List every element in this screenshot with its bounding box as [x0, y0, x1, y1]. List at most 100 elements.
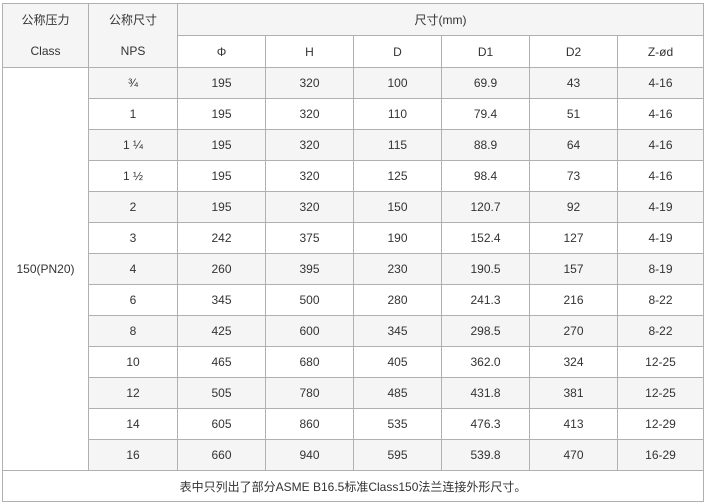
- nps-cell: ¾: [88, 67, 178, 99]
- value-cell: 280: [353, 284, 442, 316]
- value-cell: 115: [353, 129, 442, 161]
- value-cell: 73: [529, 160, 618, 192]
- value-cell: 88.9: [441, 129, 530, 161]
- value-cell: 64: [529, 129, 618, 161]
- value-cell: 190.5: [441, 253, 530, 285]
- table-row: 150(PN20) ¾ 195 320 100 69.9 43 4-16: [2, 67, 705, 471]
- value-cell: 375: [265, 222, 354, 254]
- value-cell: 320: [265, 98, 354, 130]
- value-cell: 98.4: [441, 160, 530, 192]
- header-pressure-en: Class: [30, 43, 61, 58]
- table-row: 3 242 375 190 152.4 127 4-19: [2, 222, 705, 254]
- value-cell: 125: [353, 160, 442, 192]
- value-cell: 320: [265, 67, 354, 99]
- value-cell: 120.7: [441, 191, 530, 223]
- value-cell: 242: [177, 222, 266, 254]
- value-cell: 320: [265, 160, 354, 192]
- value-cell: 100: [353, 67, 442, 99]
- value-cell: 345: [177, 284, 266, 316]
- header-size-cn: 公称尺寸: [108, 12, 157, 27]
- table-row: 8 425 600 345 298.5 270 8-22: [2, 315, 705, 347]
- value-cell: 595: [353, 439, 442, 471]
- value-cell: 680: [265, 346, 354, 378]
- header-pressure-class: 公称压力 Class: [2, 3, 89, 68]
- value-cell: 110: [353, 98, 442, 130]
- value-cell: 4-16: [616, 160, 705, 192]
- value-cell: 4-19: [616, 222, 705, 254]
- value-cell: 92: [529, 191, 618, 223]
- column-header: D1: [441, 35, 530, 68]
- flange-dimension-table: 公称压力 Class 公称尺寸 NPS 尺寸(mm) Φ H D D1 D2 Z-ød 1…: [1, 3, 705, 502]
- value-cell: 431.8: [441, 377, 530, 409]
- value-cell: 660: [177, 439, 266, 471]
- value-cell: 157: [529, 253, 618, 285]
- table-row: 1 ½ 195 320 125 98.4 73 4-16: [2, 160, 705, 192]
- value-cell: 127: [529, 222, 618, 254]
- nps-cell: 8: [88, 315, 178, 347]
- nps-cell: 10: [88, 346, 178, 378]
- value-cell: 470: [529, 439, 618, 471]
- column-header: D2: [529, 35, 618, 68]
- value-cell: 230: [353, 253, 442, 285]
- value-cell: 298.5: [441, 315, 530, 347]
- table-row: 1 ¼ 195 320 115 88.9 64 4-16: [2, 129, 705, 161]
- nps-cell: 16: [88, 439, 178, 471]
- value-cell: 413: [529, 408, 618, 440]
- table-row: 10 465 680 405 362.0 324 12-25: [2, 346, 705, 378]
- value-cell: 600: [265, 315, 354, 347]
- value-cell: 395: [265, 253, 354, 285]
- value-cell: 320: [265, 191, 354, 223]
- table-row: 4 260 395 230 190.5 157 8-19: [2, 253, 705, 285]
- nps-cell: 14: [88, 408, 178, 440]
- value-cell: 216: [529, 284, 618, 316]
- value-cell: 69.9: [441, 67, 530, 99]
- value-cell: 152.4: [441, 222, 530, 254]
- header-size-en: NPS: [120, 43, 146, 58]
- value-cell: 425: [177, 315, 266, 347]
- value-cell: 860: [265, 408, 354, 440]
- nps-cell: 1: [88, 98, 178, 130]
- value-cell: 4-16: [616, 98, 705, 130]
- nps-cell: 6: [88, 284, 178, 316]
- value-cell: 51: [529, 98, 618, 130]
- value-cell: 4-16: [616, 129, 705, 161]
- value-cell: 8-22: [616, 284, 705, 316]
- value-cell: 485: [353, 377, 442, 409]
- value-cell: 270: [529, 315, 618, 347]
- header-nominal-size: 公称尺寸 NPS: [88, 3, 178, 68]
- value-cell: 190: [353, 222, 442, 254]
- value-cell: 405: [353, 346, 442, 378]
- value-cell: 345: [353, 315, 442, 347]
- value-cell: 605: [177, 408, 266, 440]
- table-row: 2 195 320 150 120.7 92 4-19: [2, 191, 705, 223]
- value-cell: 320: [265, 129, 354, 161]
- value-cell: 324: [529, 346, 618, 378]
- value-cell: 940: [265, 439, 354, 471]
- value-cell: 195: [177, 129, 266, 161]
- nps-cell: 1 ½: [88, 160, 178, 192]
- value-cell: 476.3: [441, 408, 530, 440]
- value-cell: 465: [177, 346, 266, 378]
- value-cell: 539.8: [441, 439, 530, 471]
- nps-cell: 1 ¼: [88, 129, 178, 161]
- value-cell: 241.3: [441, 284, 530, 316]
- value-cell: 535: [353, 408, 442, 440]
- header-dimensions: 尺寸(mm): [176, 3, 705, 36]
- value-cell: 780: [265, 377, 354, 409]
- value-cell: 16-29: [616, 439, 705, 471]
- value-cell: 260: [177, 253, 266, 285]
- value-cell: 150: [353, 191, 442, 223]
- value-cell: 195: [177, 67, 266, 99]
- table-row: 16 660 940 595 539.8 470 16-29: [2, 439, 705, 471]
- table-row: 6 345 500 280 241.3 216 8-22: [2, 284, 705, 316]
- column-header: D: [353, 35, 442, 68]
- value-cell: 500: [265, 284, 354, 316]
- value-cell: 381: [529, 377, 618, 409]
- column-header: H: [265, 35, 354, 68]
- value-cell: 362.0: [441, 346, 530, 378]
- table-row: 12 505 780 485 431.8 381 12-25: [2, 377, 705, 409]
- column-header: Φ: [177, 35, 266, 68]
- nps-cell: 3: [88, 222, 178, 254]
- class-value: 150(PN20): [2, 67, 89, 471]
- value-cell: 8-19: [616, 253, 705, 285]
